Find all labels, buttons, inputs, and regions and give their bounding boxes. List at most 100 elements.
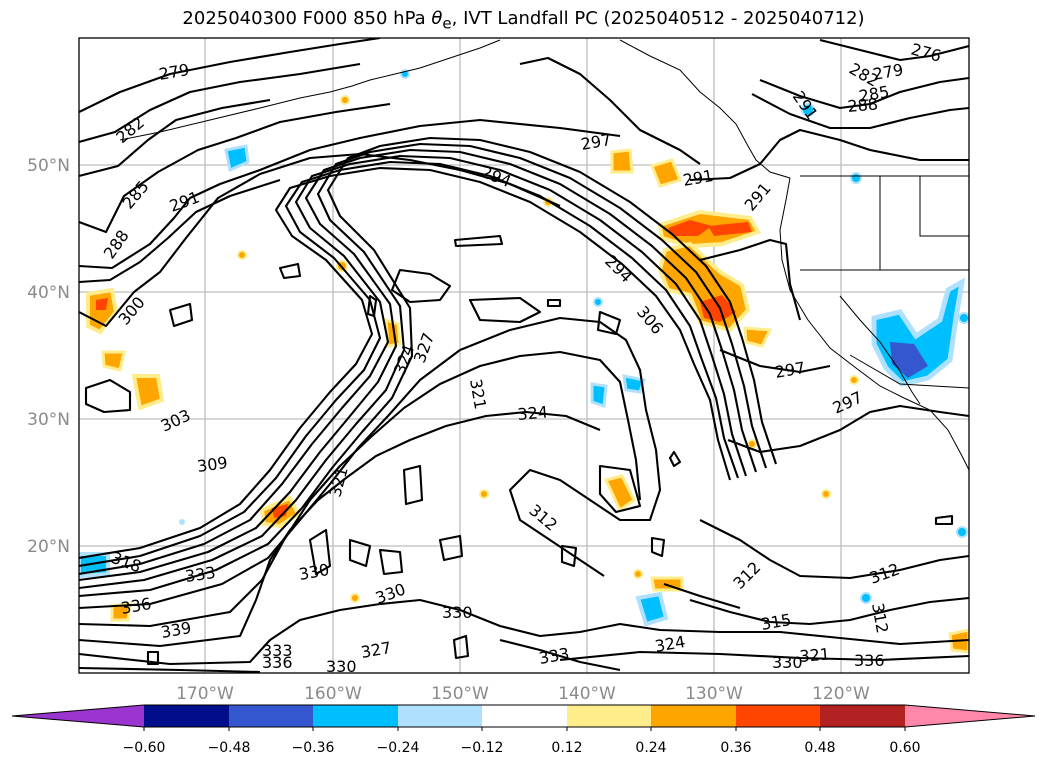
contour-label: 336 bbox=[854, 651, 885, 670]
lon-label-160w: 160°W bbox=[304, 684, 362, 704]
contour-291 bbox=[79, 118, 621, 270]
lat-label-30n: 30°N bbox=[27, 410, 70, 430]
contour-label: 330 bbox=[772, 653, 803, 672]
coastlines bbox=[119, 39, 969, 471]
anomaly-patch bbox=[649, 158, 683, 188]
contour-282 bbox=[79, 62, 361, 144]
anomaly-patch bbox=[668, 220, 712, 236]
lon-label-170w: 170°W bbox=[176, 684, 234, 704]
contour-285 bbox=[79, 98, 271, 178]
alaska-panhandle-coast bbox=[619, 39, 791, 179]
contour-label: 333 bbox=[184, 563, 217, 586]
longitude-labels: 170°W 160°W 150°W 140°W 130°W 120°W bbox=[176, 684, 870, 704]
colorbar-label: −0.48 bbox=[208, 740, 251, 756]
anomaly-spot bbox=[956, 526, 968, 538]
lon-label-130w: 130°W bbox=[685, 684, 743, 704]
contour-312 bbox=[79, 142, 767, 590]
colorbar-labels: −0.60 −0.48 −0.36 −0.24 −0.12 0.12 0.24 … bbox=[123, 740, 921, 756]
colorbar-bin bbox=[651, 705, 736, 727]
colorbar-label: 0.48 bbox=[804, 740, 835, 756]
colorbar-label: −0.12 bbox=[461, 740, 504, 756]
colorbar-label: −0.36 bbox=[292, 740, 335, 756]
contour-294-b bbox=[699, 238, 802, 321]
contour-279 bbox=[79, 38, 381, 113]
colorbar-ticks bbox=[143, 727, 906, 731]
anomaly-patch bbox=[224, 144, 250, 173]
contour-closed bbox=[84, 378, 132, 414]
contour-297-b bbox=[727, 404, 969, 454]
baja-california-coast bbox=[839, 295, 921, 405]
colorbar-bin bbox=[313, 705, 398, 727]
anomaly-patch bbox=[131, 374, 165, 411]
contour-closed bbox=[598, 464, 642, 514]
contour-closed bbox=[560, 544, 578, 568]
contour-labels: 279 282 285 288 291 300 303 309 318 333 … bbox=[100, 40, 944, 676]
anomaly-spot bbox=[747, 439, 757, 449]
contour-closed bbox=[402, 464, 424, 506]
lon-label-150w: 150°W bbox=[431, 684, 489, 704]
contour-297 bbox=[719, 349, 831, 374]
contour-closed bbox=[146, 650, 160, 666]
lat-label-50n: 50°N bbox=[27, 156, 70, 176]
contour-label: 330 bbox=[442, 603, 473, 622]
contour-339 bbox=[499, 638, 621, 672]
contour-300 bbox=[79, 166, 732, 560]
contour-327 bbox=[79, 410, 601, 648]
anomaly-spot bbox=[340, 95, 350, 105]
contour-closed bbox=[468, 296, 542, 324]
plot-title: 2025040300 F000 850 hPa θe, IVT Landfall… bbox=[0, 8, 1047, 33]
contour-294 bbox=[519, 56, 701, 165]
contour-294 bbox=[79, 178, 281, 284]
anomaly-spot bbox=[850, 172, 862, 184]
negative-anomaly-fills bbox=[79, 69, 969, 627]
anomaly-patch bbox=[890, 342, 928, 378]
anomaly-patch bbox=[622, 374, 646, 394]
lat-label-40n: 40°N bbox=[27, 283, 70, 303]
anomaly-patch bbox=[96, 298, 108, 310]
colorbar-extend-min bbox=[12, 705, 144, 727]
colorbar-label: 0.12 bbox=[551, 740, 582, 756]
contour-closed bbox=[934, 514, 954, 526]
contour-label: 330 bbox=[326, 657, 357, 676]
contour-closed bbox=[308, 528, 332, 576]
contour-closed bbox=[668, 450, 682, 468]
anomaly-patch bbox=[101, 350, 126, 372]
contour-318 bbox=[663, 583, 741, 610]
state-border bbox=[919, 176, 969, 237]
colorbar-label: −0.24 bbox=[377, 740, 420, 756]
contour-label: 333 bbox=[262, 641, 293, 660]
anomaly-spot bbox=[849, 375, 859, 385]
contour-closed bbox=[438, 534, 464, 562]
latitude-labels: 50°N 40°N 30°N 20°N bbox=[27, 156, 70, 557]
contour-303 bbox=[79, 160, 739, 568]
contour-336 bbox=[559, 650, 969, 662]
theta-symbol: θ bbox=[431, 8, 443, 29]
theta-e-contours bbox=[79, 38, 969, 673]
contour-297 bbox=[79, 152, 561, 328]
anomaly-patch bbox=[700, 295, 736, 322]
colorbar-label: 0.36 bbox=[720, 740, 751, 756]
contour-288 bbox=[751, 93, 969, 130]
anomaly-spot bbox=[860, 592, 872, 604]
contour-closed bbox=[278, 262, 302, 280]
contour-285 bbox=[759, 76, 969, 110]
colorbar-extend-max bbox=[905, 705, 1035, 727]
contour-291 bbox=[689, 128, 969, 182]
contour-306 bbox=[79, 154, 747, 576]
contour-315 bbox=[79, 136, 777, 598]
contour-closed bbox=[390, 268, 452, 304]
contour-312 bbox=[699, 519, 969, 580]
contour-330 bbox=[79, 598, 969, 666]
positive-anomaly-fills bbox=[86, 95, 969, 654]
anomaly-spot bbox=[801, 103, 815, 117]
map-panel: 279 282 285 288 291 300 303 309 318 333 … bbox=[78, 37, 970, 676]
contour-closed bbox=[650, 536, 666, 558]
contour-309 bbox=[79, 148, 757, 582]
anomaly-patch bbox=[610, 148, 634, 174]
anomaly-patch bbox=[603, 474, 636, 513]
anomaly-patch bbox=[708, 222, 752, 236]
anomaly-spot bbox=[350, 593, 360, 603]
lon-label-120w: 120°W bbox=[812, 684, 870, 704]
contour-276 bbox=[819, 38, 969, 62]
